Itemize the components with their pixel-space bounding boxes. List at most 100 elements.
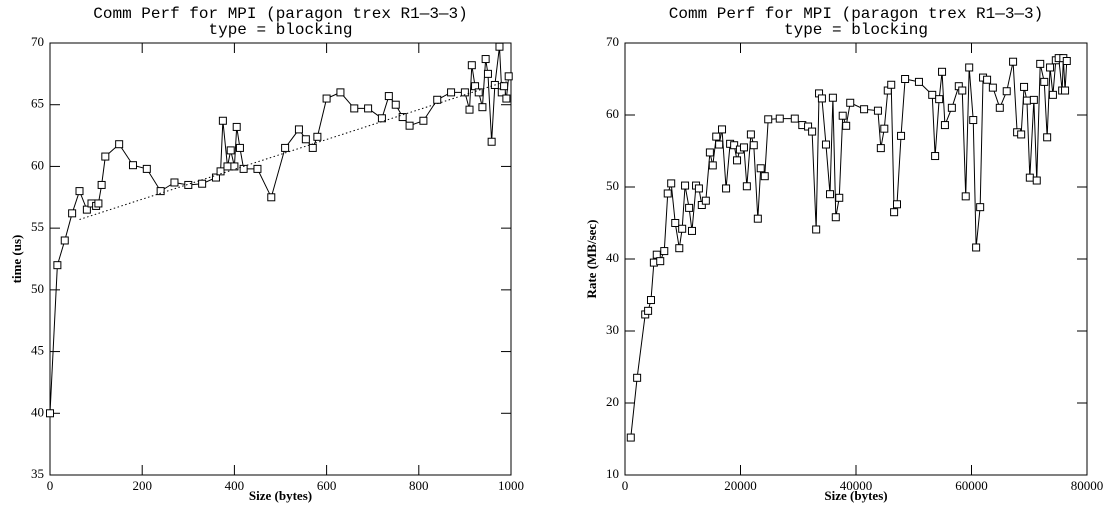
- point-marker: [481, 55, 490, 64]
- point-marker: [308, 143, 317, 152]
- point-marker: [712, 132, 721, 141]
- point-marker: [467, 61, 476, 70]
- point-marker: [667, 179, 676, 188]
- point-marker: [232, 122, 241, 131]
- point-marker: [405, 121, 414, 130]
- x-tick-label: 20000: [724, 478, 757, 493]
- y-tick-label: 55: [31, 219, 44, 234]
- point-marker: [965, 63, 974, 72]
- y-tick-label: 50: [606, 178, 619, 193]
- point-marker: [235, 143, 244, 152]
- point-marker: [663, 189, 672, 198]
- y-tick-label: 30: [606, 322, 619, 337]
- point-marker: [1029, 95, 1038, 104]
- point-marker: [487, 137, 496, 146]
- point-marker: [821, 140, 830, 149]
- point-marker: [1017, 130, 1026, 139]
- point-marker: [940, 121, 949, 130]
- point-marker: [838, 111, 847, 120]
- chart-title: Comm Perf for MPI (paragon trex R1—3—3): [93, 5, 467, 23]
- point-marker: [749, 141, 758, 150]
- point-marker: [938, 67, 947, 76]
- x-axis-label: Size (bytes): [249, 488, 312, 503]
- point-marker: [826, 190, 835, 199]
- point-marker: [1040, 77, 1049, 86]
- x-tick-label: 400: [225, 478, 245, 493]
- point-marker: [675, 244, 684, 253]
- y-tick-label: 40: [606, 250, 619, 265]
- point-marker: [1002, 87, 1011, 96]
- point-marker: [184, 180, 193, 189]
- point-marker: [976, 203, 985, 212]
- point-marker: [218, 116, 227, 125]
- point-marker: [384, 92, 393, 101]
- point-marker: [817, 94, 826, 103]
- point-marker: [253, 164, 262, 173]
- y-tick-label: 50: [31, 281, 44, 296]
- point-marker: [756, 164, 765, 173]
- point-marker: [1022, 96, 1031, 105]
- point-marker: [730, 141, 739, 150]
- point-marker: [958, 86, 967, 95]
- point-marker: [1061, 86, 1070, 95]
- point-marker: [652, 250, 661, 259]
- point-marker: [887, 80, 896, 89]
- y-tick-label: 70: [606, 34, 619, 49]
- point-marker: [170, 178, 179, 187]
- x-tick-label: 200: [132, 478, 152, 493]
- point-marker: [500, 82, 509, 91]
- point-marker: [988, 83, 997, 92]
- point-marker: [775, 114, 784, 123]
- point-marker: [678, 224, 687, 233]
- series-line: [79, 80, 507, 220]
- point-marker: [46, 409, 54, 418]
- point-marker: [681, 181, 690, 190]
- point-marker: [947, 103, 956, 112]
- point-marker: [465, 105, 474, 114]
- point-marker: [230, 162, 239, 171]
- point-marker: [742, 182, 751, 191]
- point-marker: [1043, 133, 1052, 142]
- point-marker: [68, 209, 77, 218]
- point-marker: [983, 75, 992, 84]
- point-marker: [97, 180, 106, 189]
- point-marker: [897, 131, 906, 140]
- point-marker: [377, 114, 386, 123]
- point-marker: [697, 201, 706, 209]
- y-tick-label: 65: [31, 96, 44, 111]
- point-marker: [708, 161, 717, 170]
- x-tick-label: 600: [317, 478, 337, 493]
- point-marker: [660, 247, 669, 256]
- point-marker: [644, 306, 653, 315]
- point-marker: [239, 164, 248, 173]
- point-marker: [633, 373, 642, 382]
- point-marker: [301, 135, 310, 144]
- y-axis-label: time (us): [9, 235, 24, 284]
- point-marker: [656, 257, 665, 266]
- point-marker: [483, 69, 492, 78]
- point-marker: [322, 94, 331, 103]
- point-marker: [502, 94, 511, 103]
- x-tick-label: 80000: [1071, 478, 1104, 493]
- point-marker: [790, 114, 799, 123]
- point-marker: [281, 143, 290, 152]
- point-marker: [995, 103, 1004, 112]
- point-marker: [764, 115, 773, 124]
- point-marker: [753, 214, 762, 223]
- point-marker: [928, 90, 937, 99]
- point-marker: [478, 103, 487, 112]
- point-marker: [53, 261, 62, 270]
- point-marker: [701, 196, 710, 205]
- point-marker: [1020, 82, 1029, 91]
- plot-frame: [49, 42, 512, 476]
- x-tick-label: 0: [622, 478, 629, 493]
- chart-title: Comm Perf for MPI (paragon trex R1—3—3): [669, 5, 1043, 23]
- y-tick-label: 35: [31, 466, 44, 481]
- point-marker: [646, 296, 655, 305]
- point-marker: [1025, 173, 1034, 182]
- y-axis-label: Rate (MB/sec): [584, 219, 599, 298]
- point-marker: [82, 205, 91, 214]
- point-marker: [156, 187, 165, 196]
- point-marker: [226, 146, 235, 155]
- point-marker: [705, 148, 714, 157]
